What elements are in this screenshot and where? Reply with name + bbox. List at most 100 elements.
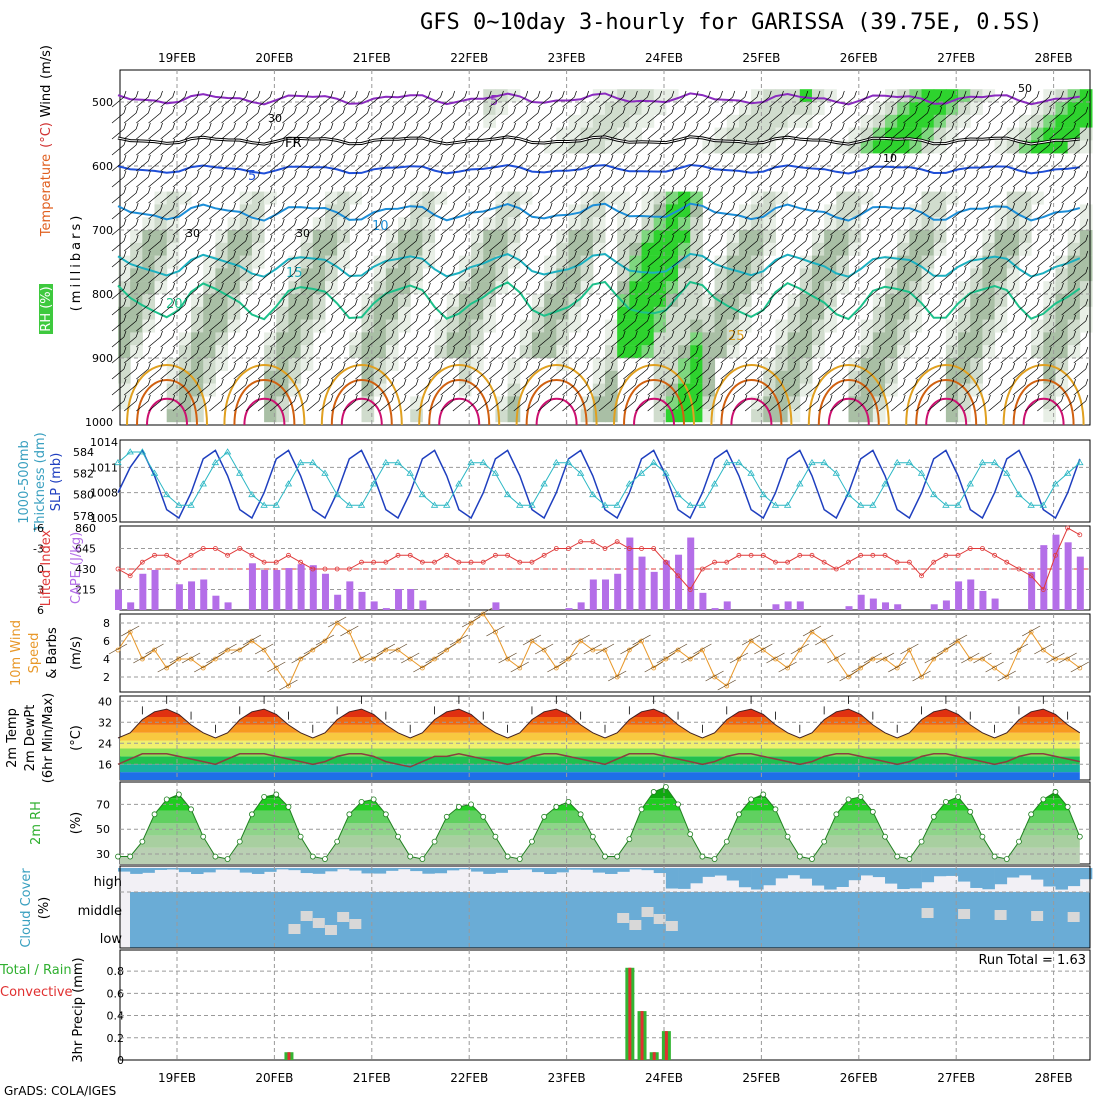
wind-barb-flag xyxy=(805,122,809,130)
wind-barb xyxy=(123,160,137,172)
wind-barb xyxy=(623,304,636,316)
wind-barb xyxy=(440,288,453,300)
rh-shade-cell xyxy=(690,255,703,269)
wind-barb xyxy=(635,288,648,300)
wind-barb-flag xyxy=(683,282,687,290)
wind-barb xyxy=(1049,240,1062,252)
wind-barb xyxy=(428,208,441,220)
rh-shade-cell xyxy=(885,140,898,154)
rh-shade-cell xyxy=(629,294,643,307)
wind-barb-flag xyxy=(841,266,845,274)
wind-barb xyxy=(367,400,380,412)
wind-barb xyxy=(550,240,563,252)
precip-panel-frame xyxy=(119,949,1091,1061)
wind-barb xyxy=(671,384,685,396)
wind-barb-flag xyxy=(513,106,516,114)
wind-barb-flag xyxy=(939,330,943,338)
wind-barb xyxy=(1073,256,1087,268)
wind-barb-flag xyxy=(196,346,200,354)
wind-barb xyxy=(866,304,880,316)
thickness-marker xyxy=(589,490,597,498)
rh-shade-cell xyxy=(702,306,716,320)
rh2m-marker xyxy=(322,856,328,862)
rh-shade-cell xyxy=(227,242,241,256)
wind-barb xyxy=(635,160,648,172)
wind-barb-flag xyxy=(501,154,504,162)
wind-barb-flag xyxy=(172,90,176,98)
rh-shade-cell xyxy=(848,204,862,218)
rh-shade-cell xyxy=(897,114,910,128)
wind-barb-flag xyxy=(854,154,857,162)
wind-barb-flag xyxy=(890,250,894,258)
wind-barb-flag xyxy=(708,282,711,290)
wind-barb-flag xyxy=(975,346,979,354)
wind-barb-flag xyxy=(841,218,845,226)
wind-barb xyxy=(160,272,173,284)
wind-barb xyxy=(416,368,429,380)
wind-barb-flag xyxy=(403,234,407,242)
wind-barb-flag xyxy=(221,154,224,162)
wind-barb-flag xyxy=(1024,330,1028,338)
rh-shade-cell xyxy=(921,242,935,256)
wind-barb-flag xyxy=(537,106,541,114)
wind-barb-flag xyxy=(452,122,456,130)
wind-barb xyxy=(805,176,819,188)
wind-barb xyxy=(355,384,368,396)
wind-barb-flag xyxy=(793,154,796,162)
wind-barb-flag xyxy=(805,138,809,146)
wind-barb xyxy=(696,96,709,108)
wind-barb-flag xyxy=(269,90,273,98)
rh-shade-cell xyxy=(885,268,898,282)
wind-barb xyxy=(197,176,210,188)
wind-barb-flag xyxy=(488,378,492,386)
wind-barb xyxy=(647,96,660,108)
rh-shade-cell xyxy=(678,332,691,346)
isotherm-minus5 xyxy=(117,92,1080,106)
wind10-barb xyxy=(121,625,140,637)
thickness-tick: 578 xyxy=(73,510,94,523)
wind-barb-flag xyxy=(221,394,224,402)
wind-barb-flag xyxy=(732,362,736,370)
wind-barb-flag xyxy=(245,202,249,210)
wind-barb xyxy=(355,128,368,140)
wind-barb-flag xyxy=(537,314,541,322)
wind-barb-flag xyxy=(123,138,127,146)
wind-barb-flag xyxy=(1024,282,1028,290)
wind-barb-flag xyxy=(635,218,638,226)
wind-barb xyxy=(757,96,770,108)
wind-barb-flag xyxy=(403,186,407,194)
wind-barb xyxy=(111,288,125,300)
wind-barb xyxy=(1049,256,1062,268)
thickness-marker xyxy=(138,448,147,455)
wind-barb-flag xyxy=(549,202,553,210)
li-marker xyxy=(188,552,194,558)
thickness-marker xyxy=(662,469,670,476)
wind-barb-flag xyxy=(318,234,322,242)
wind-barb xyxy=(574,192,587,204)
wind-barb xyxy=(172,336,186,348)
cape-bar xyxy=(346,581,354,610)
wind-barb xyxy=(391,192,405,204)
wind-barb-flag xyxy=(257,202,261,210)
wind-barb xyxy=(684,352,697,364)
wind-barb-flag xyxy=(975,218,979,226)
rh-shade-cell xyxy=(933,204,947,218)
wind-barb-flag xyxy=(160,266,163,274)
wind-barb-flag xyxy=(342,346,346,354)
wind-barb xyxy=(318,384,332,396)
wind-barb-flag xyxy=(574,186,577,194)
wind-barb-flag xyxy=(878,186,882,194)
wind-barb xyxy=(878,400,892,412)
wind-barb xyxy=(1024,288,1038,300)
cloud-high-bar xyxy=(738,868,752,888)
rh-shade-cell xyxy=(1006,255,1020,269)
wind-barb xyxy=(525,368,539,380)
wind-barb-flag xyxy=(233,122,236,130)
wind-barb-flag xyxy=(1061,170,1064,178)
wind-barb-flag xyxy=(281,362,285,370)
wind-barb xyxy=(525,320,539,332)
wind-barb-flag xyxy=(671,170,675,178)
wind-barb xyxy=(1000,96,1013,108)
wind-barb-flag xyxy=(927,330,930,338)
rh-shade-cell xyxy=(227,268,241,282)
